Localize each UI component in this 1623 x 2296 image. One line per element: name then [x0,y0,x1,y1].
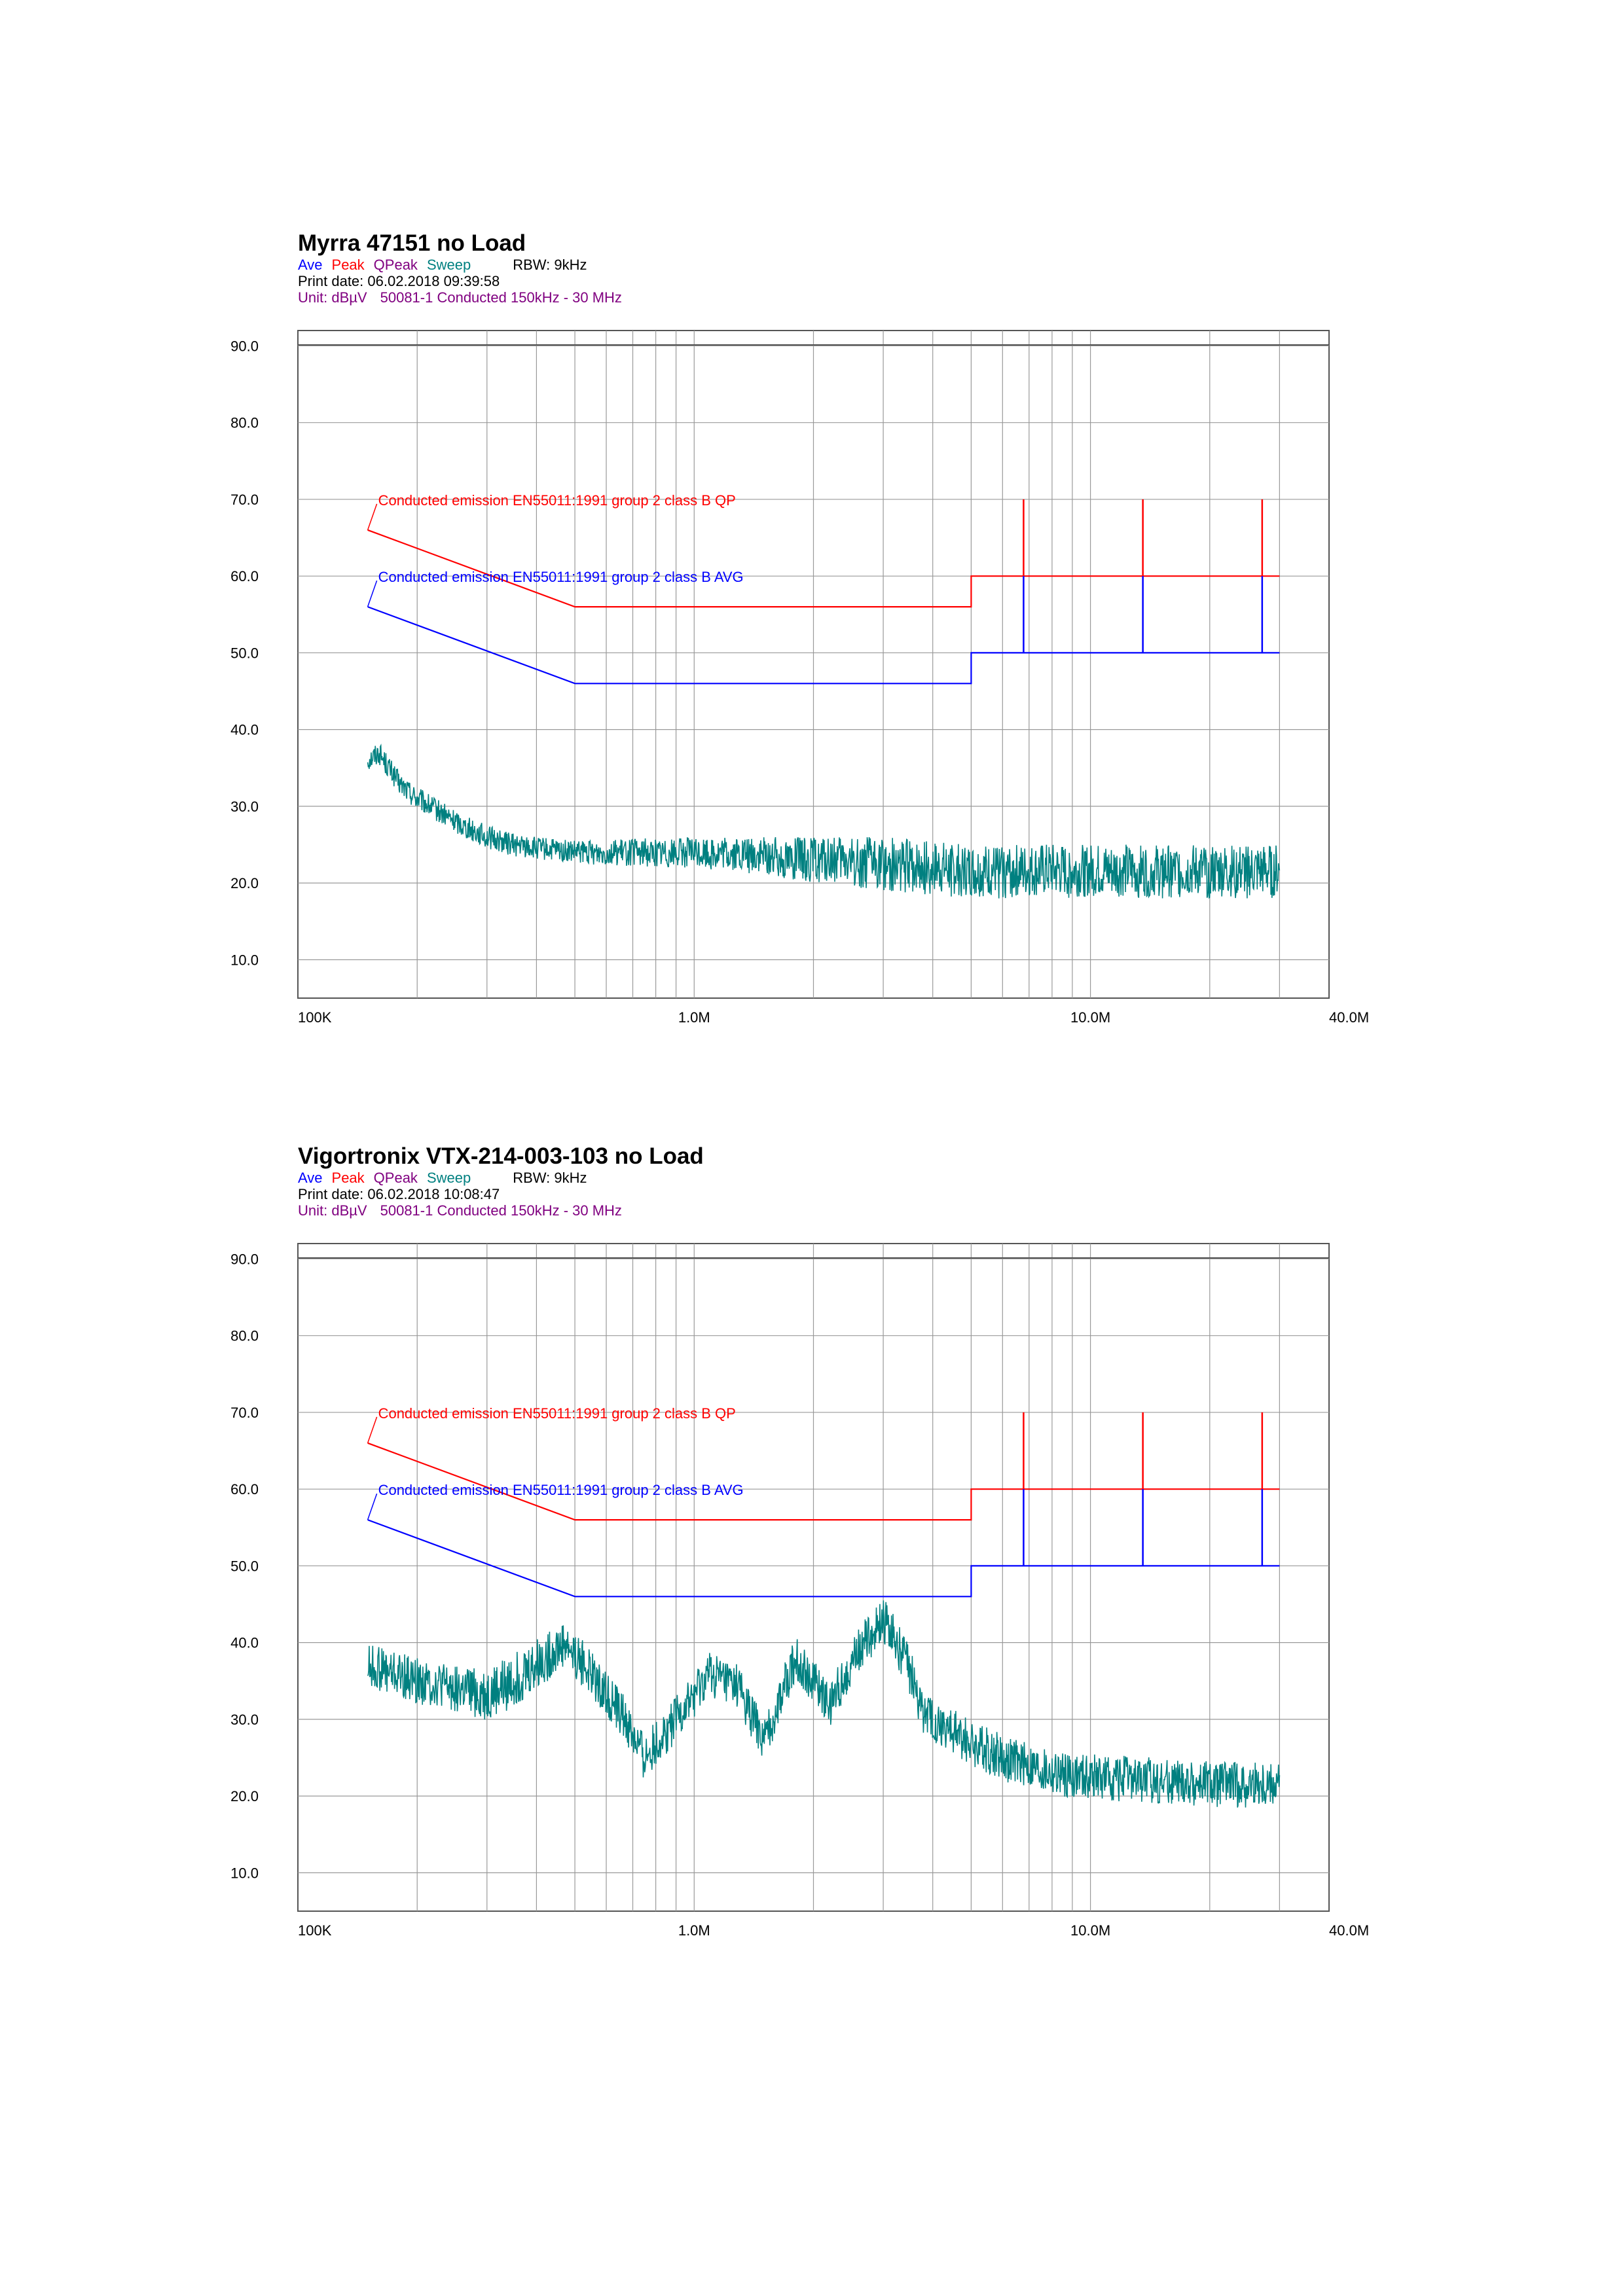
legend-sweep: Sweep [426,257,471,273]
qp-limit-label: Conducted emission EN55011:1991 group 2 … [378,492,736,509]
y-tick-label: 10.0 [230,952,259,968]
legend-qpeak: QPeak [373,1170,418,1186]
avg-limit-line [367,1519,1280,1598]
avg-limit-label: Conducted emission EN55011:1991 group 2 … [378,569,744,585]
y-tick-label: 30.0 [230,798,259,815]
legend-peak: Peak [331,1170,365,1186]
y-tick-label: 20.0 [230,875,259,891]
print-date: Print date: 06.02.2018 09:39:58 [298,273,500,289]
y-tick-label: 70.0 [230,1405,259,1421]
y-tick-label: 80.0 [230,1328,259,1344]
emission-plot: 10.0 20.0 30.0 40.0 50.0 60.0 70.0 80.0 90.0 100K… [230,330,1369,1026]
y-tick-label: 40.0 [230,1635,259,1651]
print-date: Print date: 06.02.2018 10:08:47 [298,1186,500,1202]
limit-label-leader [367,580,378,607]
chart-header: Vigortronix VTX-214-003-103 no Load Ave P… [298,1143,704,1219]
legend-ave: Ave [298,257,323,273]
chart-title: Myrra 47151 no Load [298,230,526,256]
y-tick-label: 60.0 [230,568,259,584]
y-tick-label: 30.0 [230,1712,259,1728]
y-tick-label: 40.0 [230,722,259,738]
x-tick-label: 40.0M [1329,1922,1369,1939]
legend-line: Ave Peak QPeak Sweep RBW: 9kHz [298,1170,704,1186]
sweep-trace [367,744,1281,899]
standard-label: 50081-1 Conducted 150kHz - 30 MHz [380,289,622,306]
legend-sweep: Sweep [426,1170,471,1186]
legend-qpeak: QPeak [373,257,418,273]
sweep-trace [367,1600,1281,1808]
chart-header: Myrra 47151 no Load Ave Peak QPeak Sweep RBW… [298,230,622,306]
y-tick-label: 90.0 [230,1251,259,1267]
chart-title: Vigortronix VTX-214-003-103 no Load [298,1143,704,1169]
x-tick-label: 100K [298,1922,332,1939]
unit-label: Unit: dBµV [298,289,367,306]
legend-line: Ave Peak QPeak Sweep RBW: 9kHz [298,257,622,273]
y-tick-label: 60.0 [230,1481,259,1498]
y-tick-label: 20.0 [230,1788,259,1804]
unit-line: Unit: dBµV 50081-1 Conducted 150kHz - 30 … [298,1202,704,1219]
qp-limit-line [367,529,1280,608]
legend-peak: Peak [331,257,365,273]
x-tick-label: 10.0M [1070,1009,1110,1026]
y-tick-label: 70.0 [230,492,259,508]
rbw-label: RBW: 9kHz [513,1170,587,1186]
unit-line: Unit: dBµV 50081-1 Conducted 150kHz - 30 … [298,289,622,306]
unit-label: Unit: dBµV [298,1202,367,1219]
avg-limit-line [367,606,1280,685]
x-tick-label: 1.0M [678,1009,710,1026]
limit-label-leader [367,1493,378,1520]
qp-limit-label: Conducted emission EN55011:1991 group 2 … [378,1405,736,1422]
x-tick-label: 1.0M [678,1922,710,1939]
rbw-label: RBW: 9kHz [513,257,587,273]
standard-label: 50081-1 Conducted 150kHz - 30 MHz [380,1202,622,1219]
limit-label-leader [367,1416,378,1444]
x-tick-label: 40.0M [1329,1009,1369,1026]
y-tick-label: 90.0 [230,338,259,354]
qp-limit-line [367,1442,1280,1521]
y-tick-label: 50.0 [230,645,259,661]
y-tick-label: 10.0 [230,1865,259,1881]
x-tick-label: 10.0M [1070,1922,1110,1939]
avg-limit-label: Conducted emission EN55011:1991 group 2 … [378,1482,744,1498]
emission-plot: 10.0 20.0 30.0 40.0 50.0 60.0 70.0 80.0 90.0 100K… [230,1243,1369,1939]
y-tick-label: 50.0 [230,1558,259,1574]
x-tick-label: 100K [298,1009,332,1026]
limit-label-leader [367,503,378,531]
legend-ave: Ave [298,1170,323,1186]
y-tick-label: 80.0 [230,415,259,431]
